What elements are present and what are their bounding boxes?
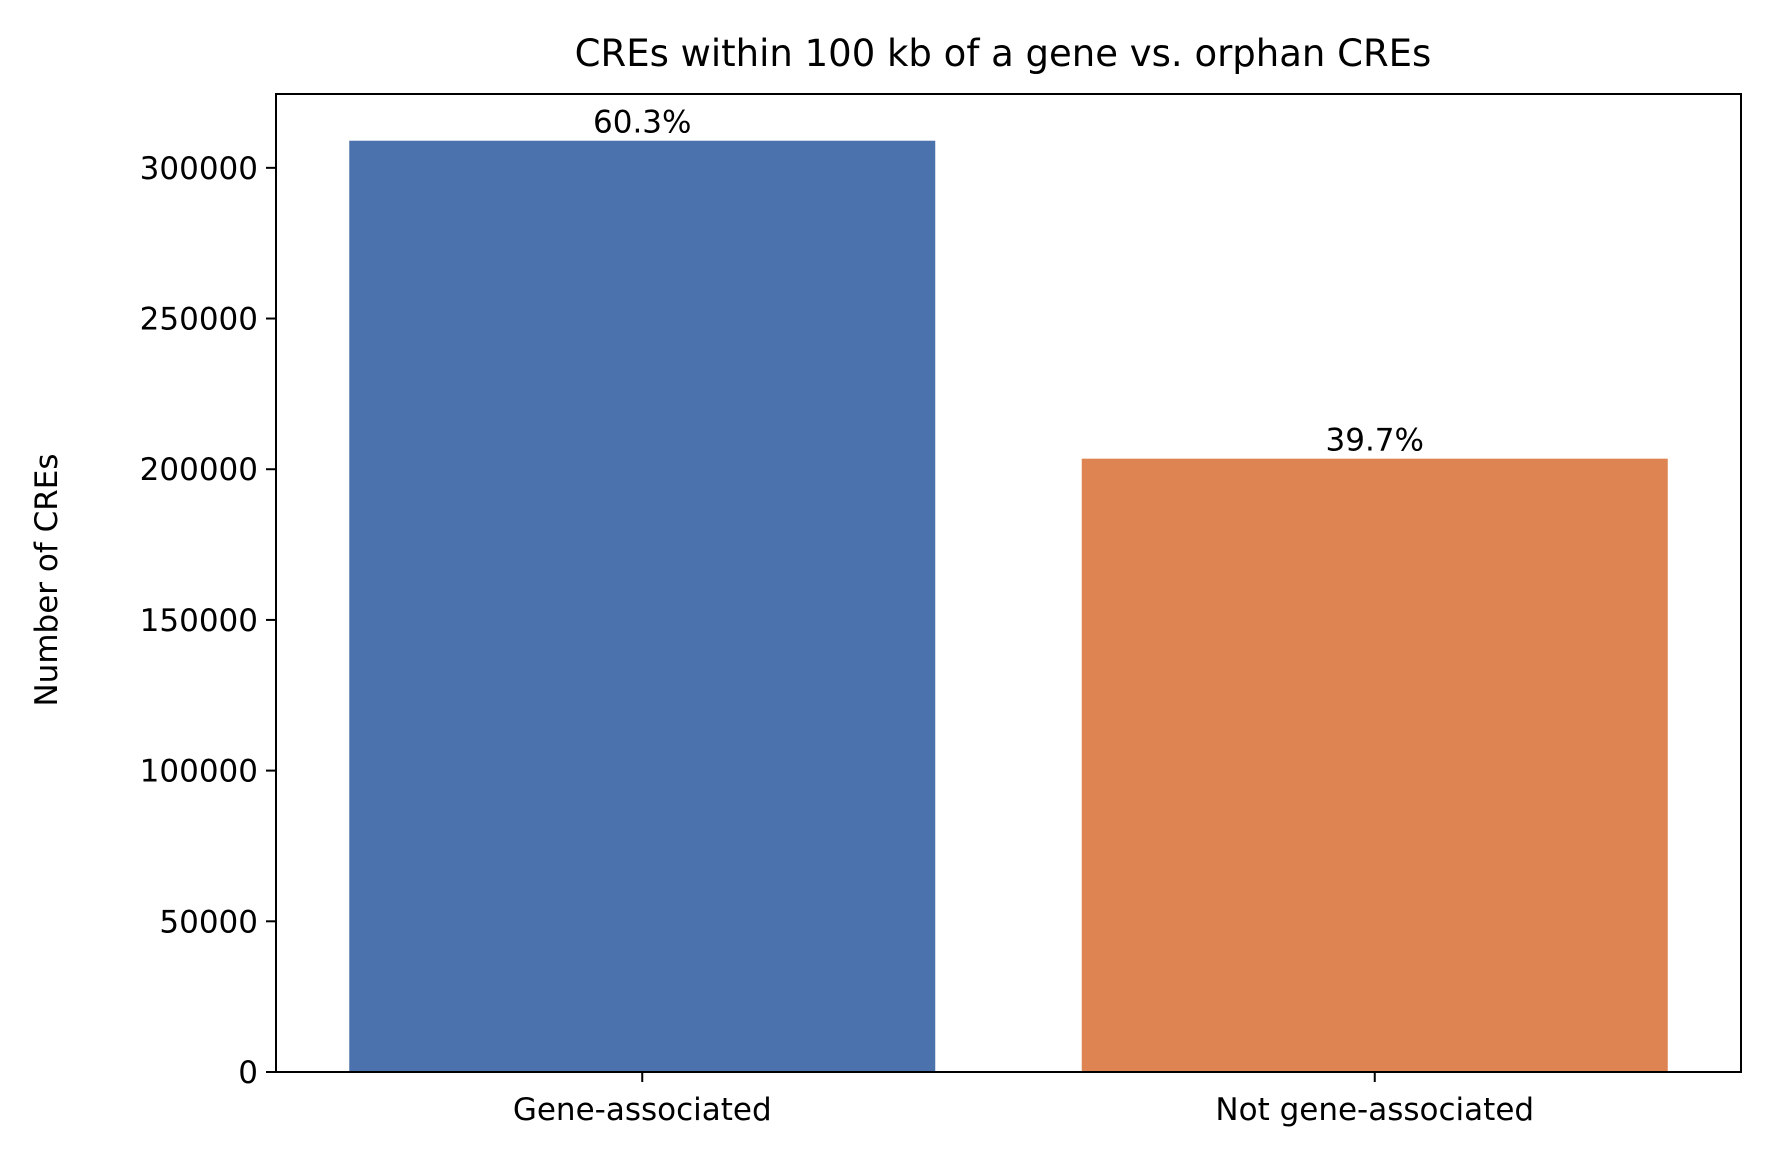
y-tick-label: 200000: [140, 452, 258, 488]
y-tick-label: 0: [238, 1055, 258, 1091]
y-axis-label: Number of CREs: [29, 453, 65, 706]
x-axis-ticks: Gene-associated Not gene-associated: [513, 1072, 1534, 1128]
y-tick-label: 150000: [140, 603, 258, 639]
y-tick-label: 250000: [140, 302, 258, 338]
x-tick-label: Not gene-associated: [1215, 1092, 1534, 1128]
bars-group: [349, 140, 1668, 1072]
bar-gene-associated: [349, 140, 936, 1072]
y-axis-ticks: 0 50000 100000 150000 200000 250000 300000: [140, 151, 276, 1091]
plot-frame: [275, 93, 1742, 1073]
x-tick-label: Gene-associated: [513, 1092, 772, 1128]
data-label: 39.7%: [1326, 423, 1424, 459]
data-labels-group: 60.3% 39.7%: [593, 105, 1424, 459]
y-tick-label: 100000: [140, 754, 258, 790]
y-tick-label: 50000: [159, 904, 258, 940]
chart-title: CREs within 100 kb of a gene vs. orphan …: [575, 32, 1432, 75]
data-label: 60.3%: [593, 105, 691, 141]
bar-not-gene-associated: [1081, 458, 1668, 1072]
y-tick-label: 300000: [140, 151, 258, 187]
